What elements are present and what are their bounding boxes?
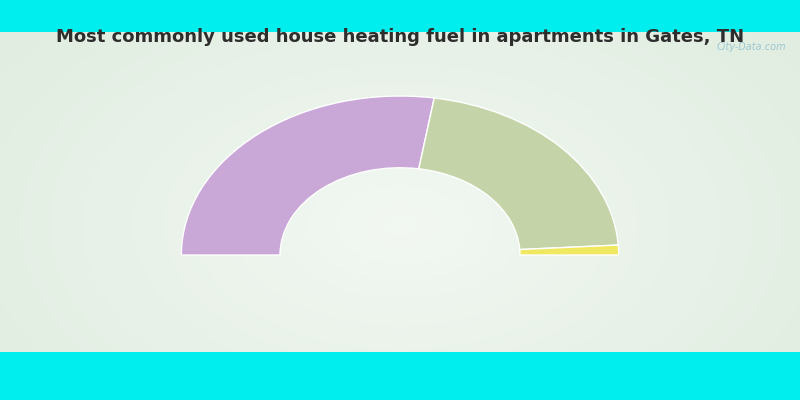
Text: City-Data.com: City-Data.com bbox=[717, 42, 786, 52]
Text: Most commonly used house heating fuel in apartments in Gates, TN: Most commonly used house heating fuel in… bbox=[56, 28, 744, 46]
Wedge shape bbox=[418, 98, 618, 250]
Wedge shape bbox=[182, 96, 434, 255]
Wedge shape bbox=[520, 245, 618, 255]
